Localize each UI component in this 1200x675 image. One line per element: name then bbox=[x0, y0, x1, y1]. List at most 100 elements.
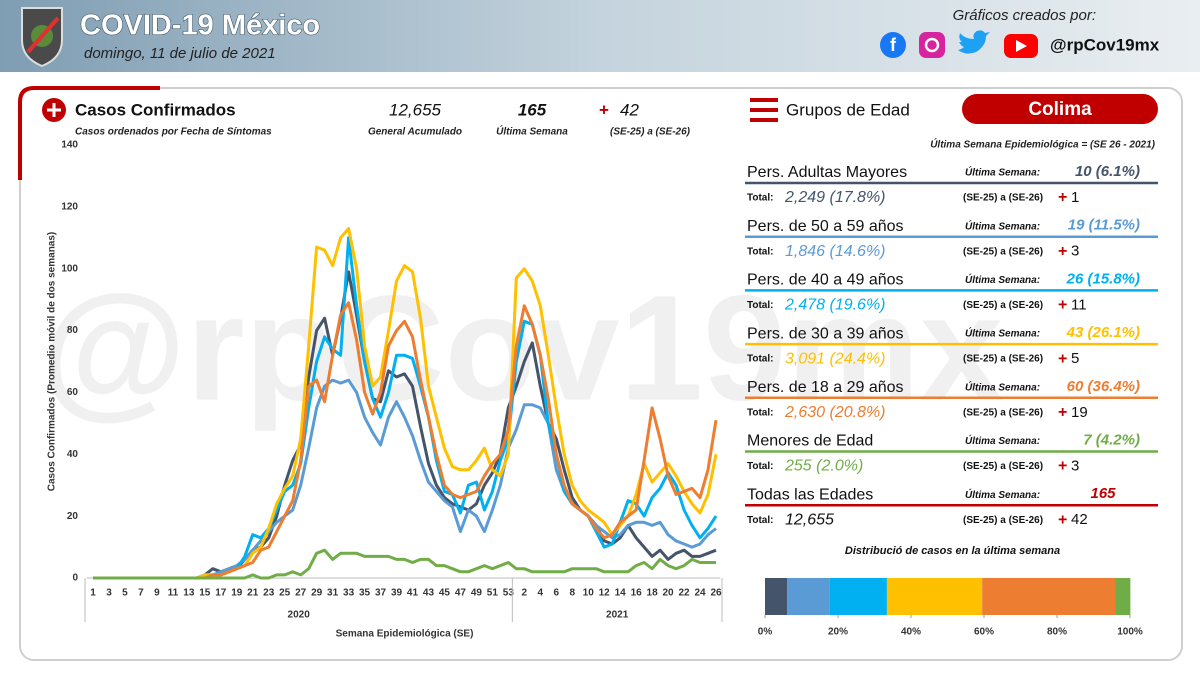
last-week-value: 7 (4.2%) bbox=[1083, 431, 1140, 448]
state-pill[interactable] bbox=[962, 94, 1158, 124]
total-label: Total: bbox=[747, 515, 773, 526]
last-week-label: Última Semana: bbox=[965, 273, 1040, 286]
x-tick-label: 11 bbox=[168, 588, 179, 599]
instagram-glyph bbox=[924, 37, 940, 53]
total-value: 12,655 bbox=[785, 511, 834, 528]
x-tick-label: 26 bbox=[710, 588, 722, 599]
plus-glyph bbox=[47, 103, 61, 117]
group-name: Pers. de 50 a 59 años bbox=[747, 218, 904, 235]
x-tick-label: 0% bbox=[758, 627, 773, 638]
state-name: Colima bbox=[1028, 99, 1092, 120]
summary-last-week: 165 bbox=[518, 100, 547, 119]
summary-total: 12,655 bbox=[389, 100, 442, 119]
range-label: (SE-25) a (SE-26) bbox=[963, 461, 1043, 472]
title: COVID-19 México bbox=[80, 10, 320, 42]
range-label: (SE-25) a (SE-26) bbox=[963, 300, 1043, 311]
summary-total-label: General Acumulado bbox=[368, 127, 462, 138]
x-tick-label: 2 bbox=[522, 588, 528, 599]
total-value: 1,846 (14.6%) bbox=[785, 243, 886, 260]
x-tick-label: 23 bbox=[263, 588, 275, 599]
x-tick-label: 100% bbox=[1117, 627, 1143, 638]
x-tick-label: 18 bbox=[647, 588, 659, 599]
total-label: Total: bbox=[747, 300, 773, 311]
x-tick-label: 45 bbox=[439, 588, 451, 599]
chart-title: Distribució de casos en la última semana bbox=[845, 545, 1060, 557]
x-tick-label: 17 bbox=[215, 588, 227, 599]
x-tick-label: 10 bbox=[583, 588, 595, 599]
instagram-icon[interactable] bbox=[919, 32, 945, 58]
x-tick-label: 24 bbox=[694, 588, 706, 599]
x-tick-label: 7 bbox=[138, 588, 144, 599]
y-tick-label: 80 bbox=[67, 325, 79, 336]
menu-icon bbox=[750, 98, 778, 122]
x-tick-label: 15 bbox=[199, 588, 211, 599]
x-tick-label: 39 bbox=[391, 588, 403, 599]
last-week-value: 10 (6.1%) bbox=[1075, 163, 1140, 180]
y-tick-label: 140 bbox=[61, 140, 78, 151]
x-tick-label: 80% bbox=[1047, 627, 1067, 638]
last-week-value: 43 (26.1%) bbox=[1066, 324, 1140, 341]
age-panel-title: Grupos de Edad bbox=[786, 100, 910, 119]
x-tick-label: 33 bbox=[343, 588, 355, 599]
change-value: 42 bbox=[1071, 511, 1088, 528]
age-panel-subtitle: Última Semana Epidemiológica = (SE 26 - … bbox=[930, 138, 1155, 151]
x-tick-label: 43 bbox=[423, 588, 435, 599]
total-label: Total: bbox=[747, 461, 773, 472]
x-tick-label: 19 bbox=[231, 588, 243, 599]
last-week-value: 26 (15.8%) bbox=[1066, 270, 1140, 287]
summary-subtitle: Casos ordenados por Fecha de Síntomas bbox=[75, 127, 272, 138]
x-tick-label: 14 bbox=[615, 588, 627, 599]
x-tick-label: 25 bbox=[279, 588, 291, 599]
x-tick-label: 51 bbox=[487, 588, 499, 599]
total-label: Total: bbox=[747, 407, 773, 418]
group-name: Todas las Edades bbox=[747, 486, 873, 503]
y-tick-label: 100 bbox=[61, 263, 78, 274]
logo-slash bbox=[26, 16, 60, 54]
x-tick-label: 40% bbox=[901, 627, 921, 638]
x-tick-label: 20% bbox=[828, 627, 848, 638]
plus-sign: + bbox=[1058, 297, 1067, 314]
plus-sign: + bbox=[1058, 458, 1067, 475]
last-week-label: Última Semana: bbox=[965, 219, 1040, 232]
facebook-icon[interactable] bbox=[880, 32, 906, 58]
total-value: 2,630 (20.8%) bbox=[784, 404, 886, 421]
card-accent bbox=[18, 86, 160, 180]
x-tick-label: 6 bbox=[553, 588, 559, 599]
x-tick-label: 22 bbox=[678, 588, 690, 599]
total-value: 2,478 (19.6%) bbox=[784, 297, 886, 314]
change-value: 3 bbox=[1071, 457, 1079, 474]
x-tick-label: 53 bbox=[503, 588, 515, 599]
change-value: 5 bbox=[1071, 350, 1079, 367]
y-tick-label: 60 bbox=[67, 387, 79, 398]
credit: Gráficos creados por: bbox=[953, 7, 1096, 24]
range-label: (SE-25) a (SE-26) bbox=[963, 407, 1043, 418]
y-axis-label: Casos Confirmados (Promedio móvil de dos… bbox=[47, 232, 58, 492]
x-tick-label: 5 bbox=[122, 588, 128, 599]
x-tick-label: 9 bbox=[154, 588, 160, 599]
facebook-glyph: f bbox=[890, 35, 897, 55]
plus-sign: + bbox=[1058, 404, 1067, 421]
total-value: 2,249 (17.8%) bbox=[784, 189, 886, 206]
bar-segment bbox=[982, 578, 1116, 615]
card bbox=[19, 87, 1183, 661]
x-tick-label: 35 bbox=[359, 588, 371, 599]
summary-change-label: (SE-25) a (SE-26) bbox=[610, 127, 691, 138]
group-name: Pers. Adultas Mayores bbox=[747, 164, 907, 181]
last-week-value: 60 (36.4%) bbox=[1067, 378, 1140, 395]
x-tick-label: 49 bbox=[471, 588, 483, 599]
summary-plus: + bbox=[599, 100, 609, 119]
y-tick-label: 40 bbox=[67, 449, 79, 460]
x-tick-label: 60% bbox=[974, 627, 994, 638]
handle: @rpCov19mx bbox=[1050, 35, 1160, 54]
change-value: 1 bbox=[1071, 189, 1079, 206]
plus-sign: + bbox=[1058, 511, 1067, 528]
plus-sign: + bbox=[1058, 189, 1067, 206]
bar-segment bbox=[886, 578, 983, 615]
total-label: Total: bbox=[747, 193, 773, 204]
youtube-glyph bbox=[1016, 40, 1027, 52]
twitter-icon[interactable] bbox=[958, 30, 990, 54]
year-label: 2020 bbox=[288, 610, 311, 621]
summary-title: Casos Confirmados bbox=[75, 100, 236, 119]
change-value: 19 bbox=[1071, 404, 1088, 421]
